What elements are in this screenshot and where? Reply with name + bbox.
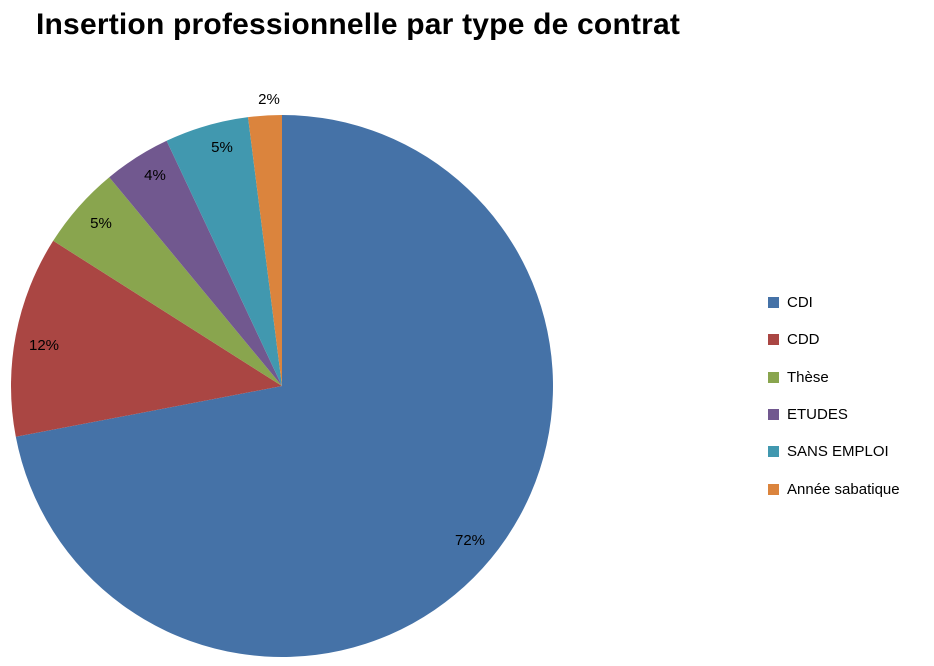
legend-swatch xyxy=(768,371,779,383)
legend-swatch xyxy=(768,334,779,346)
data-label-cdi: 72% xyxy=(455,532,485,549)
data-label-etudes: 4% xyxy=(144,167,166,184)
legend-label: CDD xyxy=(787,331,820,349)
pie-slice-annee-sabatique xyxy=(248,115,282,386)
pie-slice-cdi xyxy=(15,115,553,657)
data-label-annee-sabatique: 2% xyxy=(258,91,280,108)
legend-swatch xyxy=(768,483,779,495)
data-label-sans-emploi: 5% xyxy=(211,139,233,156)
legend-item-etudes: ETUDES xyxy=(768,396,900,433)
legend-label: Thèse xyxy=(787,368,829,386)
data-label-cdd: 12% xyxy=(29,337,59,354)
pie-data-labels: 72% 12% 5% 4% 5% 2% xyxy=(29,91,485,549)
legend-label: ETUDES xyxy=(787,406,848,424)
pie-slice-cdd xyxy=(11,240,282,437)
legend-label: CDI xyxy=(787,294,813,312)
chart-legend: CDI CDD Thèse ETUDES SANS EMPLOI Année sabati… xyxy=(768,284,900,508)
legend-item-annee-sabatique: Année sabatique xyxy=(768,470,900,507)
legend-label: SANS EMPLOI xyxy=(787,443,889,461)
legend-item-cdi: CDI xyxy=(768,284,900,321)
pie-slice-sans-emploi xyxy=(166,117,282,386)
chart-title: Insertion professionnelle par type de co… xyxy=(36,8,681,41)
legend-swatch xyxy=(768,297,779,309)
legend-item-cdd: CDD xyxy=(768,321,900,358)
legend-item-sans-emploi: SANS EMPLOI xyxy=(768,433,900,470)
pie-slice-etudes xyxy=(109,140,282,386)
legend-item-these: Thèse xyxy=(768,359,900,396)
pie-slices xyxy=(11,115,553,657)
legend-swatch xyxy=(768,409,779,421)
legend-label: Année sabatique xyxy=(787,480,900,498)
data-label-these: 5% xyxy=(90,215,112,232)
pie-slice-these xyxy=(53,177,282,386)
legend-swatch xyxy=(768,446,779,458)
